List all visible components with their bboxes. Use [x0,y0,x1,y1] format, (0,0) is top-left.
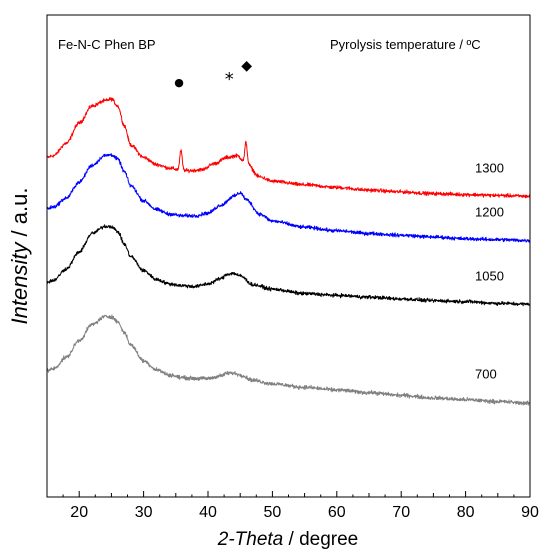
series-1050 [46,224,531,307]
series-700 [46,314,531,406]
x-axis-title: 2-Theta / degree [217,529,358,550]
x-tick-label: 20 [70,504,88,521]
series-1300 [46,97,531,199]
x-tick-label: 40 [199,504,217,521]
x-tick-label: 80 [457,504,475,521]
diamond-marker: ◆ [241,58,252,74]
x-tick-label: 30 [135,504,153,521]
x-axis-title-rest: / degree [283,529,358,550]
asterisk-marker: * [225,69,234,90]
series-layer [46,97,531,406]
series-labels: 1300 1200 1050 700 [475,160,504,381]
x-ticks: 20 30 40 50 60 70 80 90 [46,491,539,521]
series-label-700: 700 [475,367,497,382]
y-axis-title: Intensity / a.u. [7,188,32,325]
y-axis-title-italic: Intensity [7,241,32,325]
y-axis-title-rest: / a.u. [7,188,32,243]
x-tick-label: 90 [521,504,539,521]
series-1200 [46,153,531,243]
x-tick-label: 60 [328,504,346,521]
x-tick-label: 70 [392,504,410,521]
series-label-1300: 1300 [475,160,504,175]
x-axis-title-italic: 2-Theta [217,529,283,550]
dot-marker: ● [174,76,184,89]
sample-label: Fe-N-C Phen BP [58,37,156,52]
x-tick-label: 50 [264,504,282,521]
legend-title: Pyrolysis temperature / ºC [330,37,481,52]
plot-frame [46,14,531,498]
series-label-1200: 1200 [475,205,504,220]
series-label-1050: 1050 [475,268,504,283]
peak-markers: ● * ◆ [174,58,252,90]
